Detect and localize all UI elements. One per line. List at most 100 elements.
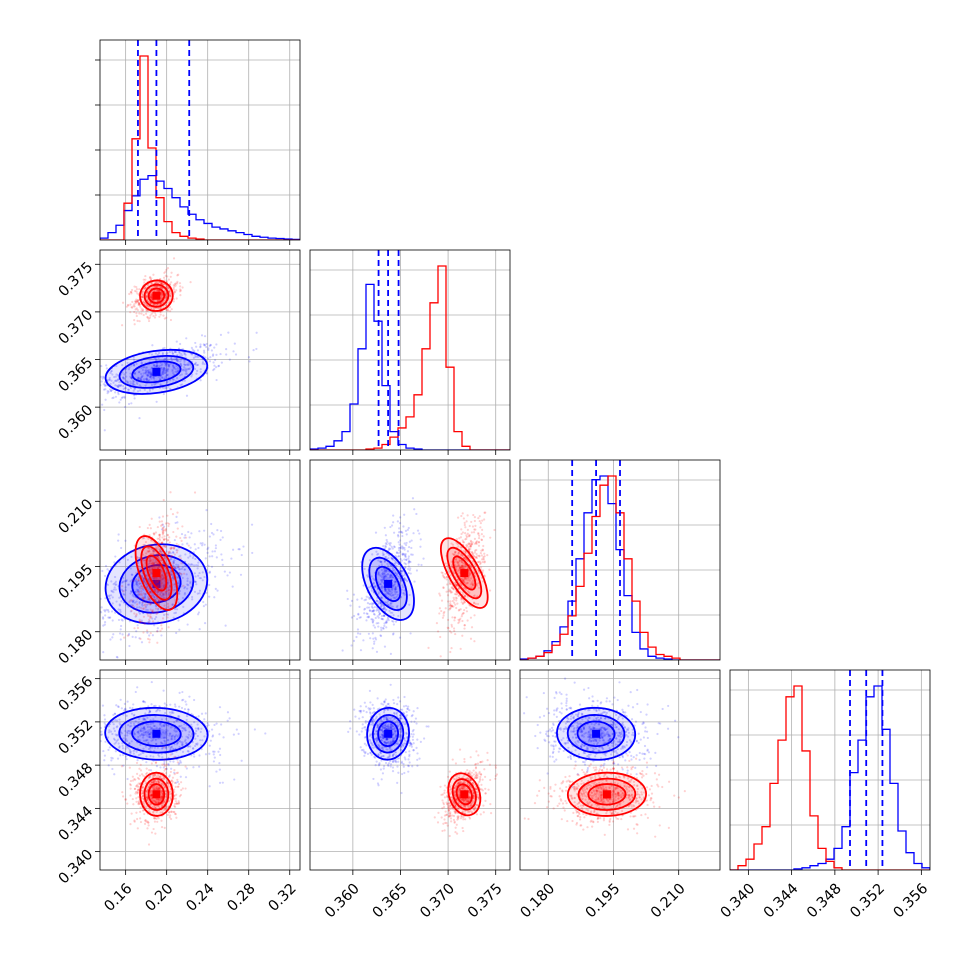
sample-point: [150, 282, 154, 285]
sample-point: [368, 609, 372, 612]
sample-point: [453, 592, 457, 596]
sample-point: [159, 594, 162, 597]
sample-point: [445, 590, 448, 593]
sample-point: [141, 308, 145, 311]
sample-point: [119, 398, 122, 401]
sample-point: [117, 533, 120, 536]
sample-point: [185, 703, 188, 706]
sample-point: [460, 528, 463, 531]
sample-point: [193, 491, 197, 494]
sample-point: [163, 577, 166, 580]
sample-point: [210, 565, 214, 568]
sample-point: [377, 616, 380, 619]
sample-point: [124, 539, 127, 542]
sample-point: [198, 754, 201, 757]
sample-point: [465, 606, 468, 609]
sample-point: [445, 575, 449, 578]
sample-point: [164, 711, 167, 715]
sample-point: [456, 602, 459, 605]
sample-point: [125, 305, 129, 308]
sample-point: [147, 614, 150, 617]
sample-point: [172, 564, 175, 567]
sample-point: [226, 574, 229, 577]
sample-point: [468, 533, 471, 537]
sample-point: [185, 372, 189, 375]
sample-point: [181, 750, 185, 753]
sample-point: [208, 535, 211, 538]
sample-point: [368, 602, 371, 606]
sample-point: [461, 612, 465, 615]
sample-point: [239, 573, 243, 576]
sample-point: [360, 597, 363, 600]
density-peak: [152, 569, 161, 578]
sample-point: [135, 811, 138, 814]
sample-point: [152, 273, 155, 276]
sample-point: [380, 560, 383, 564]
sample-point: [460, 597, 463, 600]
sample-point: [138, 612, 141, 615]
sample-point: [462, 564, 465, 568]
sample-point: [148, 641, 151, 644]
sample-point: [480, 538, 484, 542]
sample-point: [162, 555, 165, 558]
sample-point: [159, 549, 162, 552]
sample-point: [461, 619, 464, 623]
sample-point: [120, 732, 124, 735]
sample-point: [161, 532, 165, 535]
sample-point: [465, 535, 468, 539]
sample-point: [215, 343, 218, 346]
sample-point: [215, 378, 218, 382]
sample-point: [130, 555, 133, 558]
sample-point: [451, 543, 455, 546]
sample-point: [221, 536, 224, 539]
sample-point: [449, 607, 452, 610]
sample-point: [382, 627, 385, 630]
sample-point: [419, 545, 422, 548]
sample-point: [166, 589, 169, 592]
sample-point: [150, 296, 153, 299]
sample-point: [121, 301, 125, 304]
sample-point: [383, 569, 387, 572]
sample-point: [400, 530, 403, 534]
sample-point: [399, 579, 403, 582]
sample-point: [387, 599, 390, 603]
sample-point: [161, 353, 164, 356]
sample-point: [463, 521, 466, 524]
sample-point: [232, 350, 235, 353]
sample-point: [149, 372, 153, 375]
sample-point: [203, 344, 207, 347]
sample-point: [475, 552, 478, 556]
sample-point: [141, 294, 144, 297]
sample-point: [383, 587, 387, 591]
sample-point: [202, 604, 205, 608]
sample-point: [163, 544, 166, 547]
panel-0-0: [95, 39, 301, 245]
sample-point: [143, 287, 147, 290]
sample-point: [403, 546, 406, 550]
sample-point: [127, 583, 130, 586]
sample-point: [356, 598, 359, 601]
sample-point: [143, 822, 147, 825]
sample-point: [150, 383, 154, 386]
sample-point: [196, 592, 199, 595]
sample-point: [157, 566, 160, 569]
sample-point: [100, 726, 102, 730]
sample-point: [131, 573, 134, 576]
sample-point: [175, 719, 178, 722]
sample-point: [366, 615, 369, 619]
sample-point: [422, 557, 425, 560]
sample-point: [167, 363, 171, 366]
sample-point: [463, 523, 466, 527]
sample-point: [157, 562, 160, 566]
sample-point: [110, 379, 113, 382]
sample-point: [255, 331, 258, 334]
panel-2-2: [519, 459, 721, 665]
sample-point: [467, 535, 470, 538]
sample-point: [112, 633, 115, 636]
sample-point: [394, 571, 398, 575]
sample-point: [136, 390, 140, 393]
sample-point: [106, 390, 109, 393]
sample-point: [376, 608, 379, 611]
sample-point: [175, 793, 178, 796]
sample-point: [158, 364, 161, 367]
